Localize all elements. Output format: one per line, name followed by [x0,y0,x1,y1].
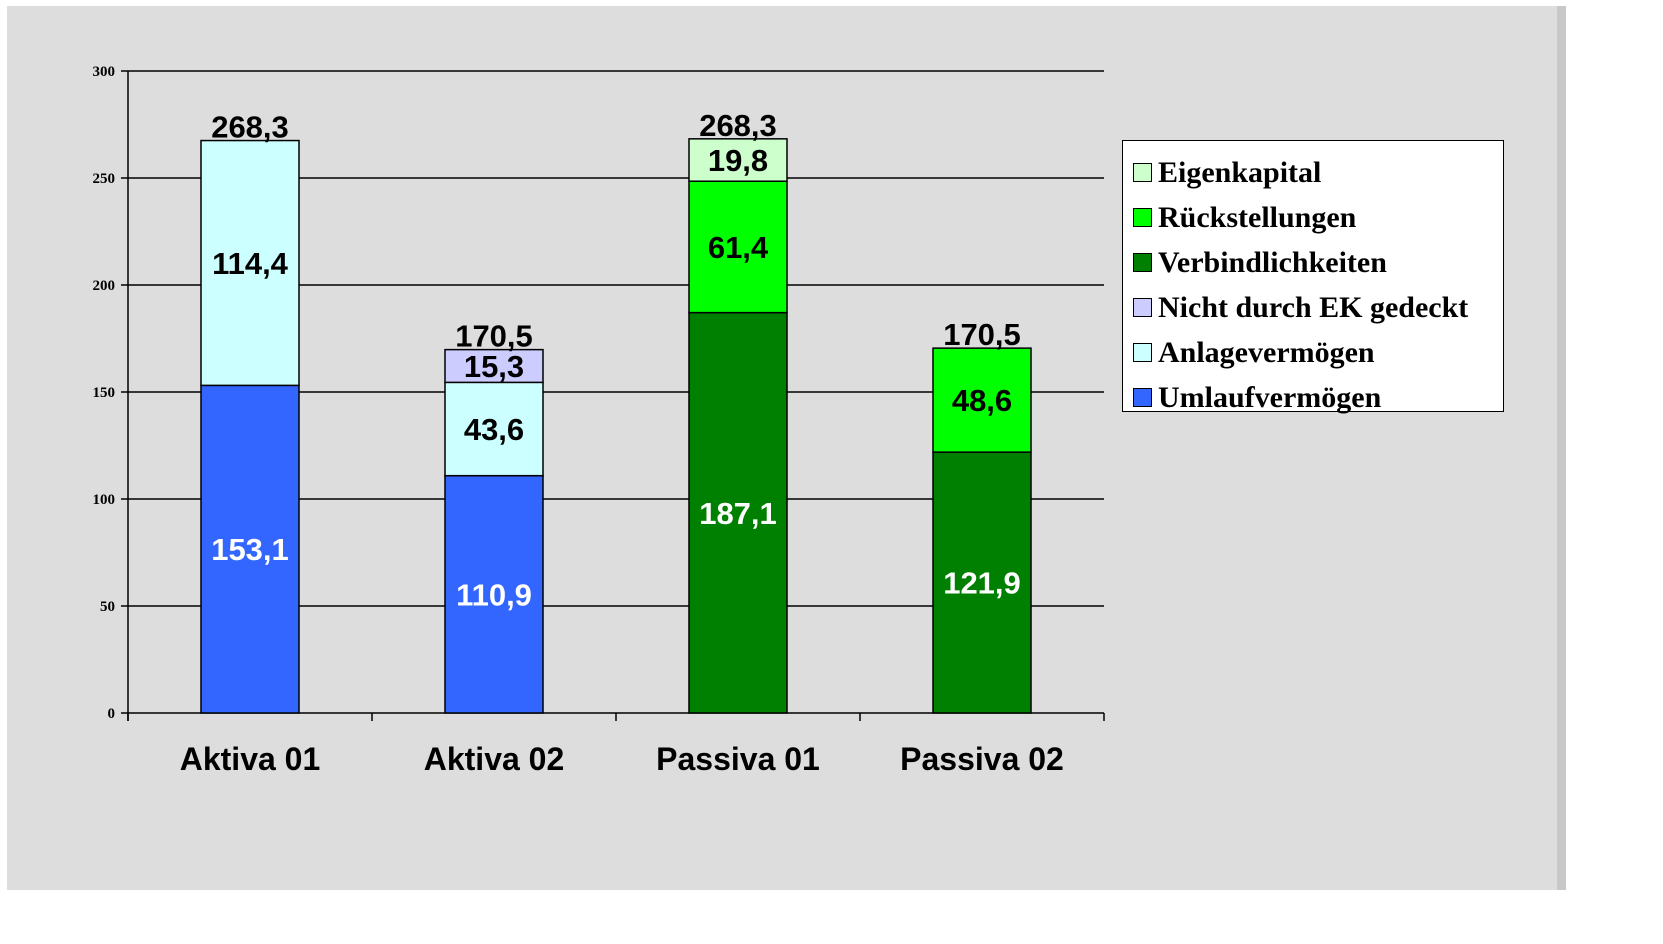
legend-swatch [1133,343,1152,362]
x-category-label: Aktiva 01 [180,741,321,777]
legend-swatch [1133,163,1152,182]
data-label: 153,1 [211,532,289,567]
legend-swatch [1133,208,1152,227]
data-label: 114,4 [212,246,289,281]
bar-segment [688,311,788,714]
data-label: 15,3 [464,349,524,384]
x-category-label: Passiva 01 [656,741,820,777]
bar-segment [688,138,788,182]
bar-segment [444,474,544,714]
legend-label: Anlagevermögen [1158,335,1375,369]
data-label: 61,4 [708,230,769,265]
bar-segment [932,451,1032,714]
y-tick-label: 250 [93,171,116,187]
y-tick-label: 100 [93,492,116,508]
total-label: 268,3 [211,110,289,145]
y-tick-label: 300 [93,64,116,80]
legend-item: Umlaufvermögen [1133,375,1503,420]
legend-item: Verbindlichkeiten [1133,240,1503,285]
legend-label: Verbindlichkeiten [1158,245,1387,279]
data-label: 19,8 [708,143,768,178]
bar-segment [444,381,544,477]
bar-chart: 0 50 100 150 200 250 300 153,1 114,4 268,3 Aktiva … [93,64,1105,777]
bar-segment [200,139,300,387]
total-label: 170,5 [943,317,1021,352]
bar-segment [200,384,300,714]
legend-swatch [1133,298,1152,317]
data-label: 121,9 [943,566,1021,601]
legend-item: Anlagevermögen [1133,330,1503,375]
legend-label: Nicht durch EK gedeckt [1158,290,1469,324]
x-category-label: Passiva 02 [900,741,1064,777]
data-label: 43,6 [464,412,524,447]
bar-segment [444,348,544,384]
data-label: 48,6 [952,383,1012,418]
data-label: 187,1 [699,496,777,531]
legend-item: Nicht durch EK gedeckt [1133,285,1503,330]
chart-area: 0 50 100 150 200 250 300 153,1 114,4 268,3 Aktiva … [7,6,1557,890]
frame-edge [1557,6,1566,890]
total-label: 268,3 [699,108,777,143]
bar-segment [688,180,788,314]
bar-segment [932,347,1032,453]
y-tick-label: 0 [108,706,116,722]
y-tick-label: 200 [93,278,116,294]
legend-item: Eigenkapital [1133,150,1503,195]
legend: Eigenkapital Rückstellungen Verbindlichkei… [1122,140,1504,414]
y-tick-label: 50 [100,599,115,615]
legend-label: Eigenkapital [1158,155,1322,189]
legend-item: Rückstellungen [1133,195,1503,240]
legend-swatch [1133,388,1152,407]
data-label: 110,9 [456,577,532,612]
y-tick-label: 150 [93,385,116,401]
total-label: 170,5 [455,319,533,354]
legend-swatch [1133,253,1152,272]
x-category-label: Aktiva 02 [424,741,565,777]
legend-label: Umlaufvermögen [1158,380,1382,414]
legend-label: Rückstellungen [1158,200,1357,234]
